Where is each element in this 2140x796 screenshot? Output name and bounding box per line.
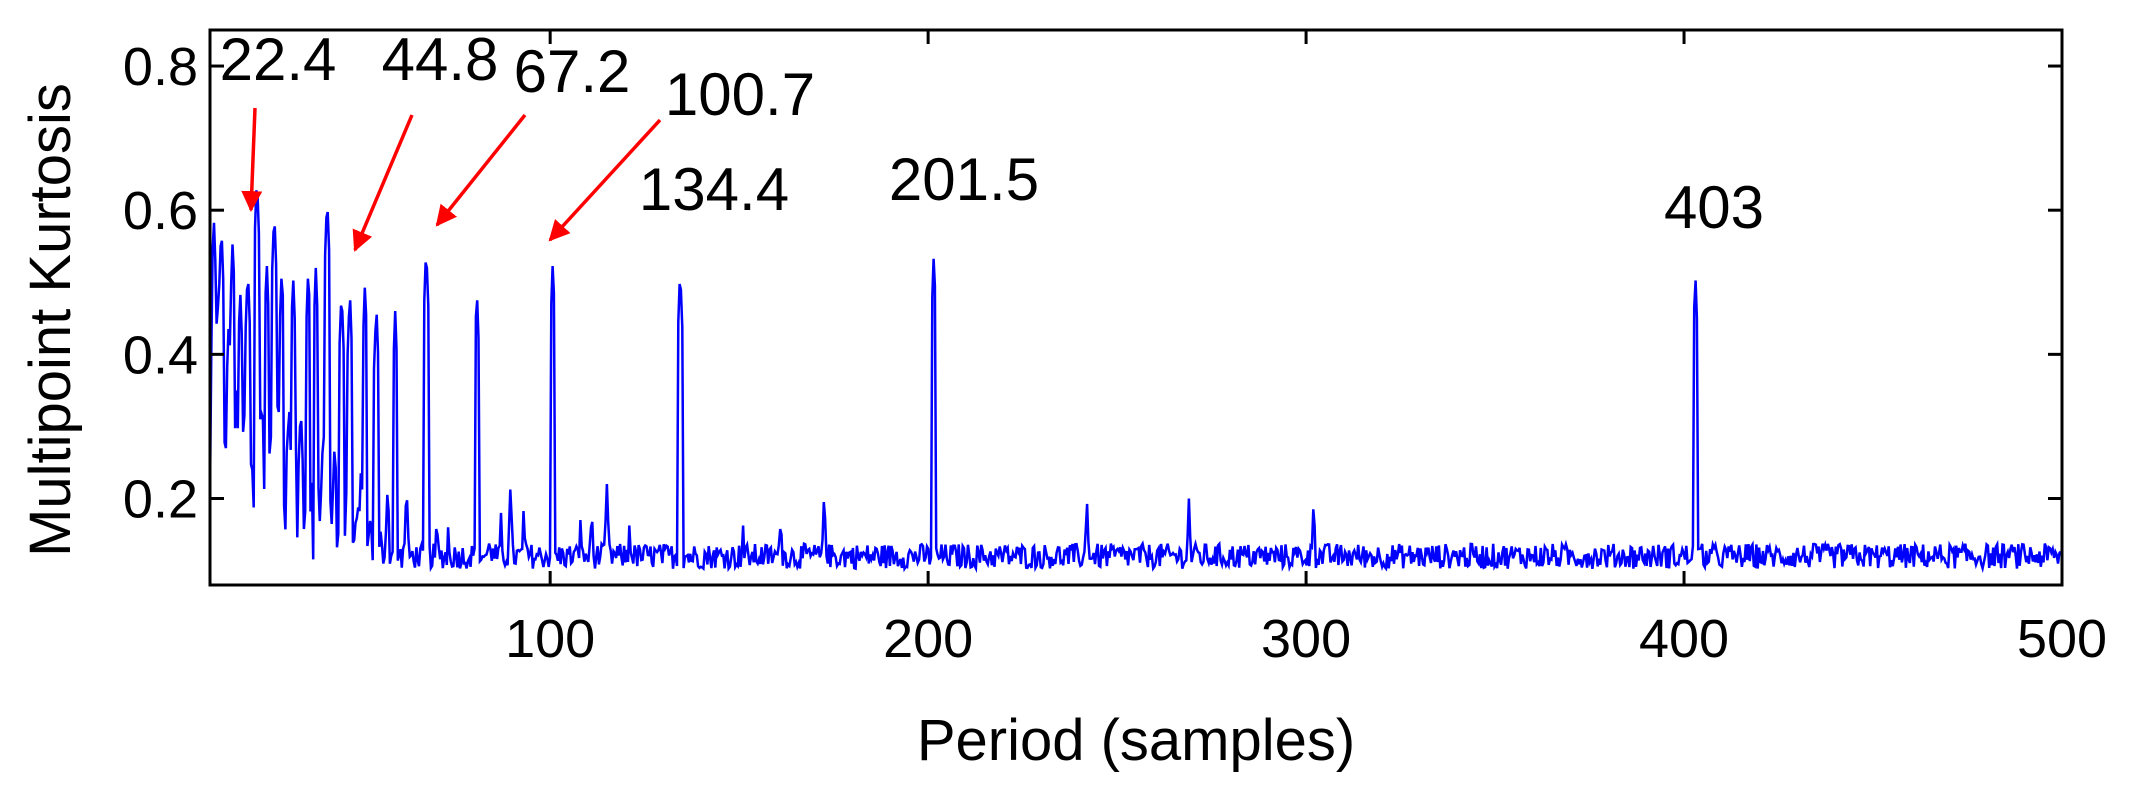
y-tick-label: 0.4 — [123, 325, 198, 385]
y-tick-label: 0.2 — [123, 470, 198, 530]
plot-frame — [208, 28, 2064, 587]
peak-label: 67.2 — [514, 38, 631, 105]
x-tick-label: 200 — [883, 609, 973, 669]
annotations-layer: 22.4 44.8 67.2 100.7 134.4 201.5 403 — [220, 26, 1764, 252]
peak-arrow — [352, 114, 414, 252]
peak-label: 100.7 — [665, 61, 815, 128]
peak-label: 44.8 — [382, 26, 499, 93]
peak-arrow — [241, 107, 263, 213]
peak-arrow — [548, 118, 662, 242]
y-axis-title: Multipoint Kurtosis — [18, 83, 83, 557]
peak-arrow — [435, 113, 527, 227]
x-tick-label: 500 — [2017, 609, 2107, 669]
peak-label: 201.5 — [889, 146, 1039, 213]
series-line — [210, 190, 2062, 574]
x-tick-label: 300 — [1261, 609, 1351, 669]
x-tick-label: 100 — [505, 609, 595, 669]
series-layer — [210, 190, 2062, 574]
ticks-layer: 100 200 300 400 500 0.2 0.4 0.6 0.8 — [123, 30, 2107, 669]
y-tick-label: 0.6 — [123, 181, 198, 241]
peak-label: 403 — [1664, 174, 1764, 241]
x-axis-title: Period (samples) — [917, 708, 1355, 773]
x-tick-label: 400 — [1639, 609, 1729, 669]
y-tick-label: 0.8 — [123, 37, 198, 97]
peak-label: 134.4 — [639, 156, 789, 223]
peak-label: 22.4 — [220, 26, 337, 93]
